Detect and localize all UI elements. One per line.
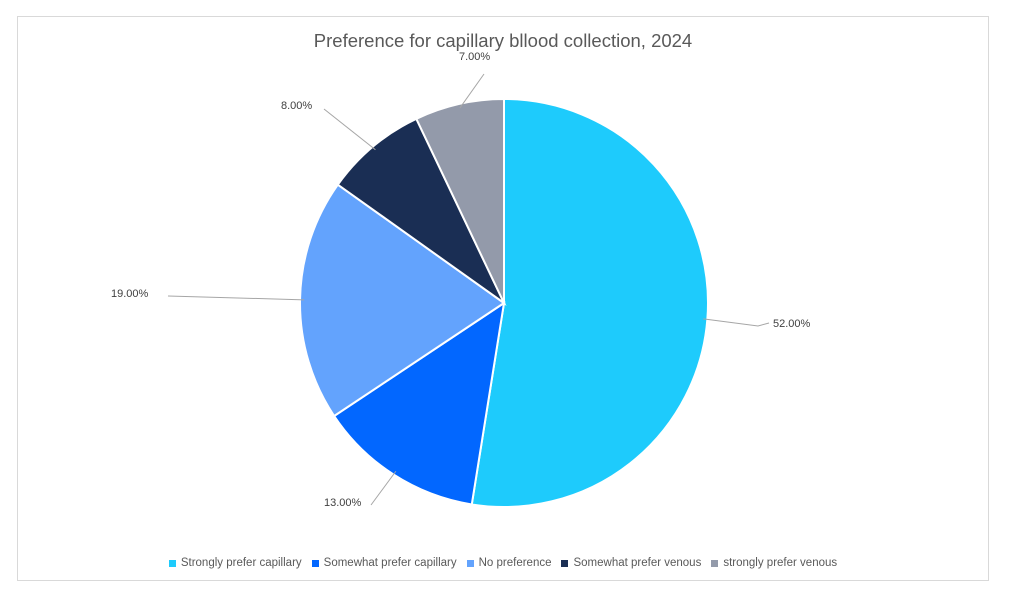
- data-label-1: 52.00%: [773, 318, 811, 330]
- legend-swatch: [466, 559, 474, 567]
- legend-item-4: Somewhat prefer venous: [561, 557, 701, 569]
- legend-item-1: Strongly prefer capillary: [168, 557, 302, 569]
- legend-swatch: [711, 559, 719, 567]
- legend-item-2: Somewhat prefer capillary: [311, 557, 457, 569]
- data-label-4: 8.00%: [281, 100, 312, 112]
- legend-swatch: [168, 559, 176, 567]
- legend-label: Somewhat prefer venous: [573, 557, 702, 569]
- pie-slice-1: [470, 97, 709, 508]
- legend-swatch: [561, 559, 569, 567]
- chart-area: Preference for capillary bllood collecti…: [17, 16, 989, 581]
- pie-slices: [299, 97, 709, 508]
- data-label-5: 7.00%: [459, 51, 490, 63]
- leader-line-4: [323, 108, 376, 151]
- leader-line-2: [370, 470, 397, 506]
- legend-item-3: No preference: [466, 557, 552, 569]
- legend-item-5: strongly prefer venous: [711, 557, 837, 569]
- legend-label: Somewhat prefer capillary: [323, 557, 457, 569]
- data-label-2: 13.00%: [324, 497, 362, 509]
- data-label-3: 19.00%: [111, 288, 149, 300]
- leader-lines: [167, 73, 770, 506]
- legend-label: No preference: [478, 557, 552, 569]
- pie-slice-4: [336, 117, 507, 307]
- pie-plot: 52.00% 13.00% 19.00% 8.00% 7.00%: [111, 51, 811, 509]
- leader-line-1: [703, 318, 770, 327]
- legend-swatch: [311, 559, 319, 567]
- chart-title: Preference for capillary bllood collecti…: [313, 30, 693, 51]
- leader-line-3: [167, 295, 305, 301]
- data-labels: 52.00% 13.00% 19.00% 8.00% 7.00%: [111, 51, 811, 509]
- legend: Strongly prefer capillary Somewhat prefer…: [18, 557, 988, 569]
- pie-slice-5: [414, 97, 505, 304]
- legend-label: strongly prefer venous: [723, 557, 838, 569]
- leader-line-5: [459, 73, 485, 109]
- legend-label: Strongly prefer capillary: [180, 557, 302, 569]
